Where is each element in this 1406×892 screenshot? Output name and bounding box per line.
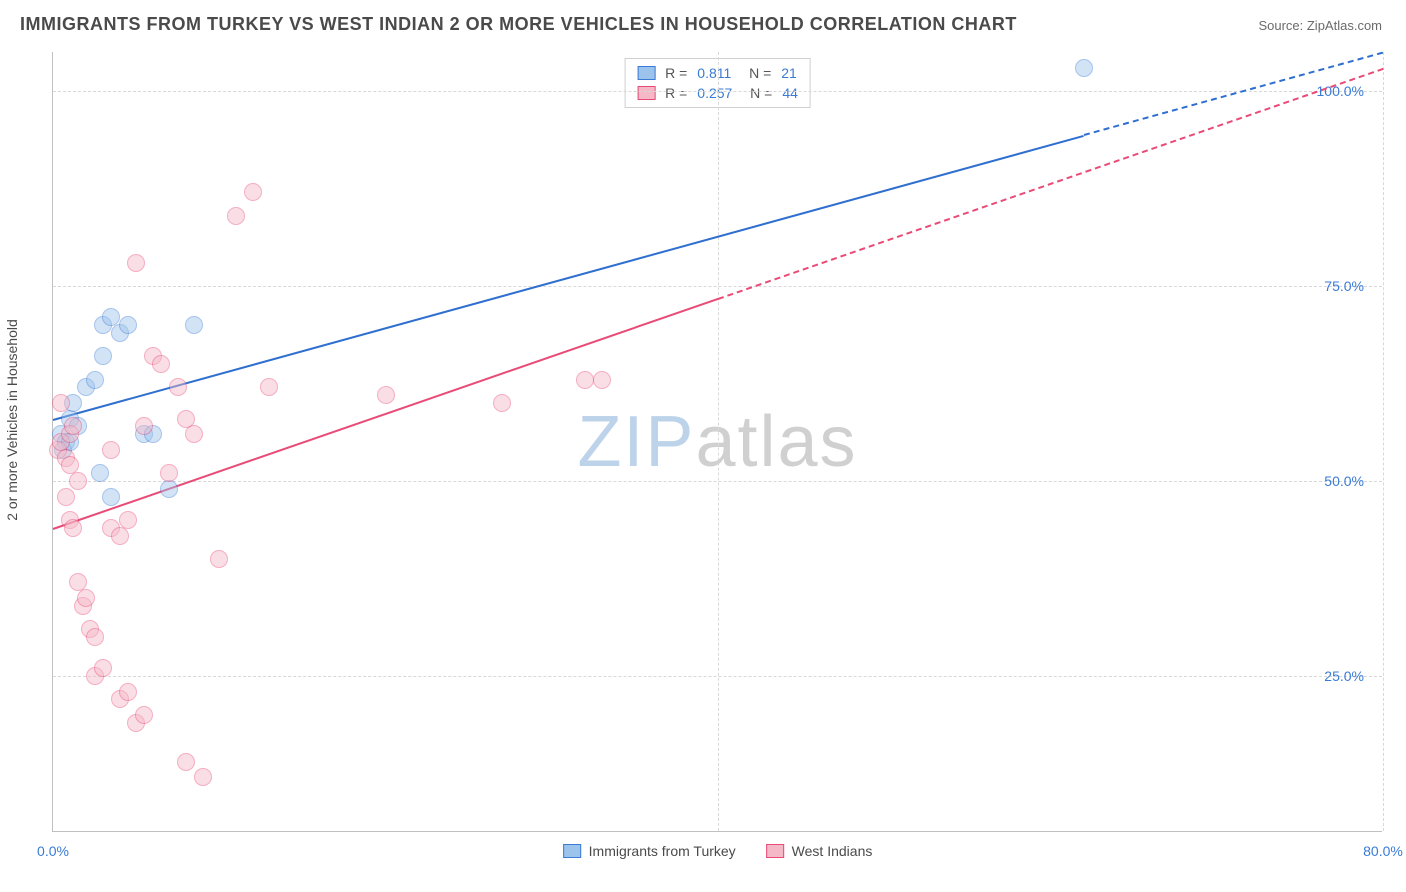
- data-point: [64, 417, 82, 435]
- data-point: [119, 511, 137, 529]
- data-point: [91, 464, 109, 482]
- regression-line: [53, 298, 719, 530]
- watermark-zip: ZIP: [577, 402, 695, 482]
- ytick-label: 100.0%: [1317, 83, 1364, 99]
- plot-area: ZIPatlas R =0.811 N =21R =0.257 N =44 Im…: [52, 52, 1382, 832]
- data-point: [185, 425, 203, 443]
- data-point: [493, 394, 511, 412]
- data-point: [102, 441, 120, 459]
- source-label: Source: ZipAtlas.com: [1258, 18, 1382, 33]
- data-point: [64, 519, 82, 537]
- data-point: [52, 394, 70, 412]
- data-point: [244, 183, 262, 201]
- data-point: [260, 378, 278, 396]
- data-point: [86, 628, 104, 646]
- data-point: [1075, 59, 1093, 77]
- regression-line: [53, 135, 1084, 421]
- data-point: [177, 753, 195, 771]
- ytick-label: 50.0%: [1324, 473, 1364, 489]
- y-axis-label: 2 or more Vehicles in Household: [4, 319, 20, 521]
- legend-label: West Indians: [792, 843, 873, 859]
- xtick-label: 0.0%: [37, 843, 69, 859]
- legend-swatch: [637, 66, 655, 80]
- legend-series: Immigrants from Turkey West Indians: [563, 843, 873, 859]
- data-point: [102, 488, 120, 506]
- data-point: [377, 386, 395, 404]
- legend-n-label: N =: [742, 85, 772, 101]
- legend-r-value: 0.811: [697, 65, 731, 81]
- data-point: [119, 683, 137, 701]
- data-point: [210, 550, 228, 568]
- legend-swatch: [563, 844, 581, 858]
- data-point: [135, 417, 153, 435]
- gridline-v-mid: [718, 52, 719, 831]
- legend-r-value: 0.257: [697, 85, 732, 101]
- legend-n-value: 44: [782, 85, 798, 101]
- legend-swatch: [637, 86, 655, 100]
- data-point: [135, 706, 153, 724]
- data-point: [169, 378, 187, 396]
- data-point: [77, 589, 95, 607]
- data-point: [69, 472, 87, 490]
- data-point: [227, 207, 245, 225]
- data-point: [160, 480, 178, 498]
- data-point: [152, 355, 170, 373]
- ytick-label: 75.0%: [1324, 278, 1364, 294]
- data-point: [194, 768, 212, 786]
- data-point: [576, 371, 594, 389]
- legend-n-label: N =: [741, 65, 771, 81]
- data-point: [86, 371, 104, 389]
- gridline-v: [1383, 52, 1384, 831]
- data-point: [94, 347, 112, 365]
- ytick-label: 25.0%: [1324, 668, 1364, 684]
- legend-r-label: R =: [665, 85, 687, 101]
- xtick-label: 80.0%: [1363, 843, 1403, 859]
- legend-label: Immigrants from Turkey: [589, 843, 736, 859]
- data-point: [57, 488, 75, 506]
- data-point: [185, 316, 203, 334]
- data-point: [94, 659, 112, 677]
- data-point: [127, 254, 145, 272]
- legend-swatch: [766, 844, 784, 858]
- watermark-atlas: atlas: [695, 402, 857, 482]
- data-point: [111, 527, 129, 545]
- regression-line: [718, 68, 1384, 300]
- legend-r-label: R =: [665, 65, 687, 81]
- data-point: [593, 371, 611, 389]
- chart-title: IMMIGRANTS FROM TURKEY VS WEST INDIAN 2 …: [20, 14, 1017, 35]
- legend-item: West Indians: [766, 843, 873, 859]
- data-point: [119, 316, 137, 334]
- legend-item: Immigrants from Turkey: [563, 843, 736, 859]
- legend-n-value: 21: [781, 65, 797, 81]
- data-point: [160, 464, 178, 482]
